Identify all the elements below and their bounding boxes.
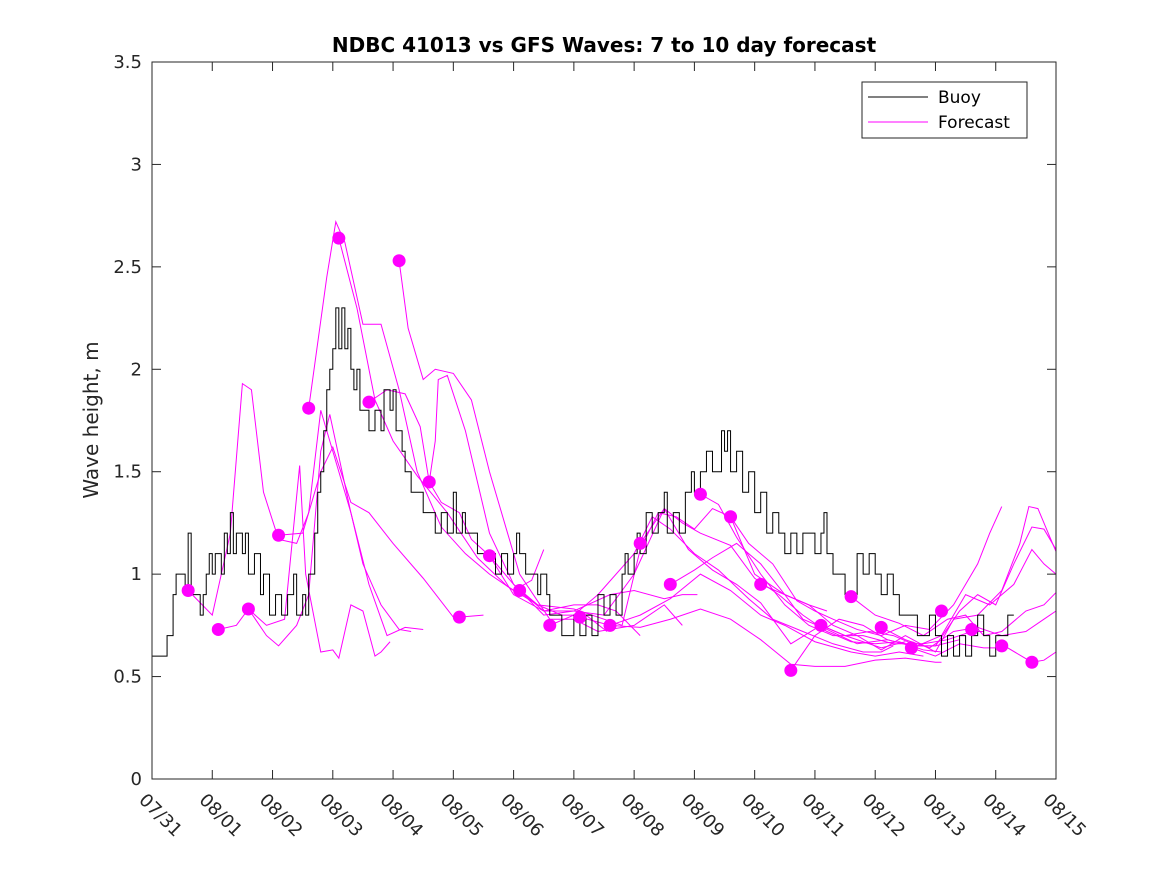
- forecast-run-line: [579, 573, 924, 657]
- legend: Buoy Forecast: [861, 81, 1028, 139]
- axes-background: [152, 62, 1056, 779]
- buoy-line-group: [152, 307, 1014, 657]
- forecast-start-dot: [241, 602, 255, 616]
- forecast-run-line: [278, 445, 463, 618]
- forecast-run-line: [368, 389, 641, 636]
- axes-box: [151, 61, 1057, 780]
- forecast-start-dot: [814, 618, 828, 632]
- forecast-start-dot: [995, 639, 1009, 653]
- forecast-start-dot: [543, 618, 557, 632]
- forecast-start-dot: [965, 622, 979, 636]
- forecast-start-dot: [784, 663, 798, 677]
- forecast-run-line: [790, 526, 1057, 671]
- forecast-run-line: [820, 548, 1057, 647]
- forecast-start-dot: [724, 510, 738, 524]
- forecast-run-line: [398, 260, 683, 633]
- forecast-start-dot: [844, 590, 858, 604]
- buoy-line: [152, 307, 1014, 657]
- y-tick-label: 1: [131, 564, 142, 585]
- forecast-start-dot: [482, 549, 496, 563]
- y-axis-ticks: 0 0.5 1 1.5 2 2.5 3 3.5: [113, 52, 1056, 790]
- forecast-start-dot: [211, 622, 225, 636]
- y-tick-label: 1.5: [113, 462, 142, 483]
- legend-forecast-label: Forecast: [938, 113, 1010, 133]
- y-tick-label: 3: [131, 154, 142, 175]
- legend-buoy-label: Buoy: [938, 88, 981, 108]
- plot-area: [152, 220, 1057, 677]
- forecast-start-dot: [362, 395, 376, 409]
- forecast-start-dot: [272, 528, 286, 542]
- y-tick-label: 2.5: [113, 257, 142, 278]
- y-tick-label: 2: [131, 359, 142, 380]
- forecast-run-line: [549, 516, 894, 653]
- forecast-start-dot: [332, 231, 346, 245]
- legend-box: [861, 81, 1028, 139]
- forecast-run-line: [338, 238, 608, 632]
- forecast-start-dot: [754, 577, 768, 591]
- y-tick-label: 0: [131, 769, 142, 790]
- forecast-run-line: [248, 414, 412, 647]
- forecast-run-line: [760, 505, 1057, 653]
- forecast-start-dot: [603, 618, 617, 632]
- forecast-start-dot: [181, 584, 195, 598]
- forecast-start-dot: [663, 577, 677, 591]
- forecast-dots: [181, 231, 1039, 677]
- forecast-start-dot: [904, 641, 918, 655]
- forecast-start-dot: [452, 610, 466, 624]
- forecast-start-dot: [573, 610, 587, 624]
- forecast-start-dot: [302, 401, 316, 415]
- forecast-start-dot: [693, 487, 707, 501]
- chart-title: NDBC 41013 vs GFS Waves: 7 to 10 day for…: [332, 33, 877, 57]
- forecast-start-dot: [513, 584, 527, 598]
- forecast-start-dot: [1025, 655, 1039, 669]
- forecast-start-dot: [633, 536, 647, 550]
- forecast-start-dot: [934, 604, 948, 618]
- forecast-start-dot: [392, 254, 406, 268]
- forecast-start-dot: [422, 475, 436, 489]
- y-tick-label: 3.5: [113, 52, 142, 73]
- forecast-start-dot: [874, 620, 888, 634]
- forecast-run-line: [730, 506, 1003, 637]
- forecast-run-line: [850, 592, 1057, 637]
- forecast-run-line: [218, 465, 391, 660]
- y-tick-label: 0.5: [113, 667, 142, 688]
- y-axis-label: Wave height, m: [79, 341, 103, 498]
